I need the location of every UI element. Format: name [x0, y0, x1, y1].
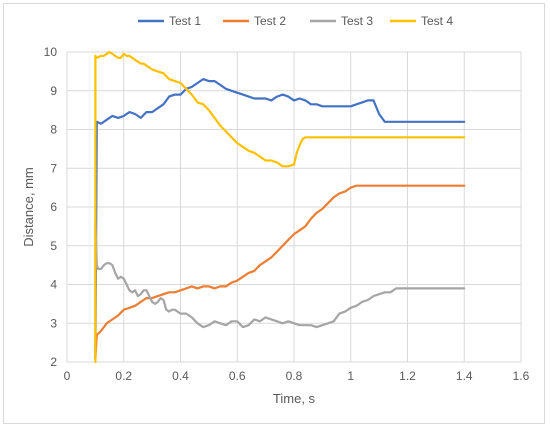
- x-tick-label: 0.4: [172, 369, 189, 383]
- y-tick-label: 10: [44, 45, 58, 59]
- x-tick-labels: 0 0.2 0.4 0.6 0.8 1 1.2 1.4 1.6: [64, 369, 530, 383]
- series-lines: [94, 50, 466, 364]
- x-tick-label: 0.8: [286, 369, 303, 383]
- x-axis-title: Time, s: [273, 391, 316, 406]
- y-tick-label: 3: [50, 316, 57, 330]
- y-axis-title: Distance, mm: [21, 167, 36, 246]
- chart-frame: [3, 3, 545, 424]
- series-line-test-2: [94, 184, 466, 360]
- series-line-test-4: [94, 50, 466, 364]
- y-tick-label: 6: [50, 200, 57, 214]
- x-tick-label: 0: [64, 369, 71, 383]
- x-tick-label: 0.2: [115, 369, 132, 383]
- y-tick-labels: 2 3 4 5 6 7 8 9 10: [44, 45, 58, 369]
- y-tick-label: 9: [50, 84, 57, 98]
- legend-label-test-2: Test 2: [254, 14, 286, 28]
- y-tick-label: 8: [50, 123, 57, 137]
- y-tick-label: 7: [50, 161, 57, 175]
- series-line-test-1: [94, 77, 466, 360]
- legend-label-test-1: Test 1: [169, 14, 201, 28]
- x-tick-label: 1.4: [456, 369, 473, 383]
- x-tick-label: 1.6: [513, 369, 530, 383]
- y-tick-label: 4: [50, 278, 57, 292]
- legend: Test 1 Test 2 Test 3 Test 4: [138, 14, 453, 28]
- x-tick-label: 0.6: [229, 369, 246, 383]
- legend-label-test-3: Test 3: [341, 14, 373, 28]
- y-tick-label: 5: [50, 239, 57, 253]
- x-tick-label: 1.2: [399, 369, 416, 383]
- y-tick-label: 2: [50, 355, 57, 369]
- series-line-test-3: [94, 221, 466, 360]
- x-tick-label: 1: [347, 369, 354, 383]
- legend-label-test-4: Test 4: [421, 14, 453, 28]
- gridlines: [66, 51, 522, 363]
